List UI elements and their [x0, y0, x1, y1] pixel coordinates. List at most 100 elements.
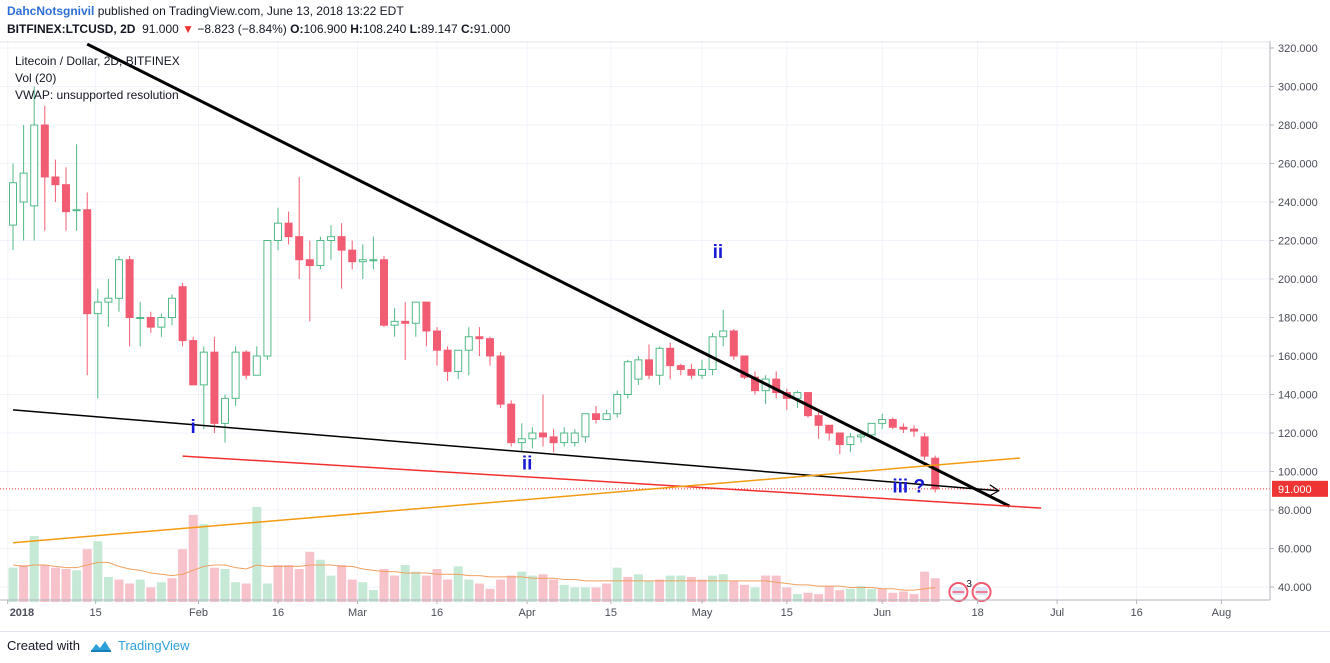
candle: [539, 394, 547, 447]
y-tick-label: 300.000: [1278, 82, 1318, 94]
volume-bar: [474, 583, 484, 602]
y-tick-label: 320.000: [1278, 43, 1318, 55]
volume-bar: [655, 579, 665, 602]
candle: [422, 301, 431, 347]
candle: [835, 432, 844, 455]
candle-body: [274, 222, 282, 242]
candle: [581, 413, 590, 443]
x-tick-label: Jun: [873, 607, 891, 619]
volume-bar: [686, 576, 696, 602]
candle-body: [655, 347, 664, 376]
volume-bar: [739, 584, 749, 602]
author-link[interactable]: DahcNotsgnivil: [7, 4, 95, 18]
open-value: 106.900: [303, 22, 347, 36]
volume-bar: [421, 575, 431, 602]
candle-body: [369, 259, 378, 262]
candle-body: [613, 394, 622, 415]
candle: [655, 346, 664, 385]
volume-bar: [411, 571, 421, 602]
chart-area[interactable]: i ii ii iii ? 3 320.000 300.000 280.000 260.000…: [0, 41, 1330, 631]
volume-bar: [337, 565, 347, 602]
x-tick-label: 15: [605, 607, 617, 619]
candle: [401, 302, 410, 360]
candle-body: [581, 413, 590, 438]
volume-bar: [845, 588, 855, 602]
volume-bar: [50, 567, 60, 602]
candle-body: [168, 297, 176, 318]
volume-bar: [368, 590, 378, 602]
volume-bar: [803, 592, 813, 602]
candle-body: [72, 209, 81, 212]
volume-bar: [718, 574, 728, 602]
candle-body: [380, 259, 388, 326]
volume-ma-line: [12, 561, 936, 591]
candle: [284, 211, 293, 245]
candle-body: [708, 336, 717, 370]
candle-body: [464, 336, 473, 351]
volume-bar: [178, 549, 188, 602]
volume-bar: [920, 571, 930, 602]
candle-body: [125, 259, 134, 318]
volume-bar: [72, 570, 82, 602]
y-tick-label: 180.000: [1278, 313, 1318, 325]
volume-bar: [898, 591, 908, 602]
last-price-axis-label: 91.000: [1278, 484, 1312, 496]
volume-bar: [273, 565, 283, 602]
last-price: 91.000: [142, 22, 179, 36]
candle: [814, 409, 823, 439]
candle: [178, 282, 187, 347]
volume-bar: [209, 567, 219, 602]
volume-bar: [358, 582, 368, 602]
volume-bar: [432, 569, 442, 602]
candle-body: [475, 336, 484, 340]
candle: [846, 433, 855, 453]
volume-bar: [602, 583, 612, 602]
candle-body: [666, 347, 675, 367]
volume-bar: [61, 569, 71, 602]
y-tick-label: 100.000: [1278, 467, 1318, 479]
tradingview-link[interactable]: TradingView: [118, 638, 190, 653]
candle: [295, 176, 304, 279]
wave-label: iii ?: [892, 477, 925, 498]
candle: [740, 355, 749, 380]
candle-body: [231, 351, 240, 399]
candle: [62, 167, 70, 231]
volume-bar: [665, 575, 675, 602]
candle: [517, 423, 526, 453]
candle: [380, 255, 388, 328]
volume-bar: [29, 536, 39, 602]
volume-bar: [591, 587, 601, 602]
trendline-lower-support: [12, 409, 999, 492]
candle-body: [40, 124, 49, 178]
candle-body: [560, 432, 569, 444]
legend-vwap: VWAP: unsupported resolution: [15, 88, 179, 102]
candle: [358, 244, 367, 279]
candle-body: [9, 182, 17, 226]
volume-bar: [125, 583, 135, 602]
created-with-text: Created with: [7, 638, 80, 653]
trendlines[interactable]: [0, 42, 1270, 544]
candle: [433, 327, 441, 366]
volume-bar: [792, 594, 802, 602]
volume-bar: [241, 583, 251, 602]
y-tick-label: 140.000: [1278, 390, 1318, 402]
volume-bar: [527, 575, 537, 602]
candle: [369, 236, 378, 270]
x-tick-label: Feb: [189, 607, 208, 619]
candle: [549, 429, 558, 453]
candle: [560, 427, 569, 447]
tradingview-logo-icon[interactable]: [89, 637, 113, 660]
high-label: H:: [350, 22, 363, 36]
x-tick-label: 2018: [10, 607, 34, 619]
candle-body: [30, 124, 39, 207]
candle: [221, 394, 229, 443]
candle-body: [623, 361, 632, 395]
candle: [9, 163, 17, 251]
volume-bar: [644, 580, 654, 602]
volume-bar: [814, 594, 824, 602]
volume-bar: [262, 583, 272, 602]
candle-body: [295, 236, 304, 261]
event-count: 3: [966, 579, 972, 590]
volume-bar: [146, 587, 156, 602]
